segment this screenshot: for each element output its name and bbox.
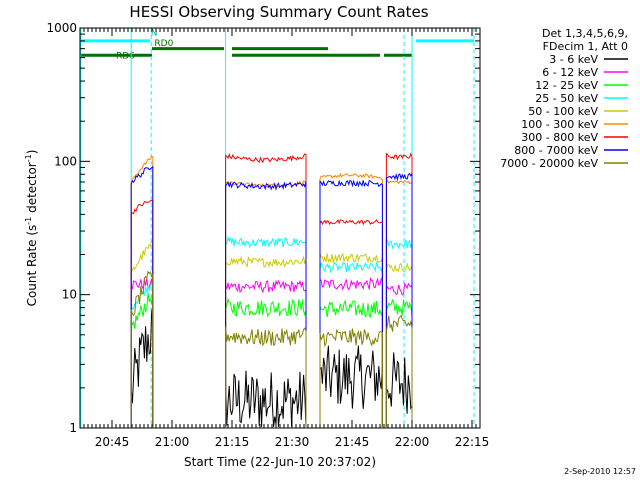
x-tick-label-1: 21:00 xyxy=(155,435,190,449)
legend-header-0: Det 1,3,4,5,6,9, xyxy=(542,27,628,40)
y-axis-label-mid: detector xyxy=(25,162,39,217)
y-axis-label-main: Count Rate (s xyxy=(25,225,39,307)
y-axis: 1 10 100 1000 xyxy=(46,21,480,435)
series-group xyxy=(130,152,413,427)
series-6 xyxy=(130,152,413,427)
series-7 xyxy=(130,165,413,427)
series-3-segment-3 xyxy=(385,239,413,427)
series-0-segment-1 xyxy=(225,370,307,427)
series-5-segment-0 xyxy=(130,155,154,427)
legend-header-1: FDecim 1, Att 0 xyxy=(543,40,628,53)
y-tick-label-0: 1 xyxy=(69,421,77,435)
series-8-segment-1 xyxy=(225,326,307,427)
series-0-segment-3 xyxy=(385,352,413,427)
x-tick-label-3: 21:30 xyxy=(275,435,310,449)
series-8-segment-3 xyxy=(385,314,413,427)
y-axis-label-sup1: -1 xyxy=(24,217,33,225)
series-5-segment-3 xyxy=(385,179,413,427)
legend-label-1: 6 - 12 keV xyxy=(542,66,598,79)
legend-label-5: 100 - 300 keV xyxy=(521,118,598,131)
series-7-segment-1 xyxy=(225,181,307,427)
legend-label-6: 300 - 800 keV xyxy=(521,131,598,144)
y-axis-label-end: ) xyxy=(25,150,39,155)
legend-label-8: 7000 - 20000 keV xyxy=(500,157,598,170)
series-5-segment-2 xyxy=(319,172,383,427)
series-1-segment-3 xyxy=(385,282,413,427)
series-4 xyxy=(130,239,413,427)
y-axis-label: Count Rate (s-1 detector-1) xyxy=(24,150,39,307)
series-8 xyxy=(130,270,413,427)
series-4-segment-3 xyxy=(385,261,413,427)
series-6-segment-2 xyxy=(319,219,383,427)
series-2-segment-2 xyxy=(319,299,383,427)
legend: Det 1,3,4,5,6,9,FDecim 1, Att 03 - 6 keV… xyxy=(500,27,628,170)
series-2-segment-1 xyxy=(225,297,307,427)
legend-label-0: 3 - 6 keV xyxy=(549,53,598,66)
chart-title: HESSI Observing Summary Count Rates xyxy=(129,3,428,21)
y-tick-label-1: 10 xyxy=(62,288,77,302)
series-6-segment-3 xyxy=(385,152,413,427)
x-tick-label-6: 22:15 xyxy=(455,435,490,449)
x-tick-label-0: 20:45 xyxy=(95,435,130,449)
series-2-segment-0 xyxy=(130,287,154,427)
series-7-segment-0 xyxy=(130,165,154,427)
plot-frame xyxy=(79,27,481,429)
flag-label-0: N xyxy=(151,28,158,38)
series-3-segment-1 xyxy=(225,235,307,427)
x-tick-label-4: 21:45 xyxy=(335,435,370,449)
series-0 xyxy=(130,305,413,427)
series-1 xyxy=(130,276,413,427)
series-8-segment-2 xyxy=(319,328,383,427)
legend-label-3: 25 - 50 keV xyxy=(535,92,598,105)
legend-label-7: 800 - 7000 keV xyxy=(514,144,598,157)
flag-label-2: RD6 xyxy=(116,52,135,62)
y-axis-label-sup2: -1 xyxy=(24,154,33,162)
series-6-segment-1 xyxy=(225,153,307,427)
series-2-segment-3 xyxy=(385,298,413,427)
series-1-segment-1 xyxy=(225,279,307,427)
x-tick-label-2: 21:15 xyxy=(215,435,250,449)
marker-lines xyxy=(80,28,475,428)
series-2 xyxy=(130,287,413,427)
x-axis-label: Start Time (22-Jun-10 20:37:02) xyxy=(184,455,376,469)
series-4-segment-2 xyxy=(319,252,383,427)
legend-label-2: 12 - 25 keV xyxy=(535,79,598,92)
series-0-segment-2 xyxy=(319,345,383,427)
x-tick-label-5: 22:00 xyxy=(395,435,430,449)
series-6-segment-0 xyxy=(130,199,154,427)
x-axis: 20:45 21:00 21:15 21:30 21:45 22:00 22:15 xyxy=(79,28,490,449)
series-3 xyxy=(130,235,413,427)
series-1-segment-2 xyxy=(319,276,383,427)
series-0-segment-0 xyxy=(130,305,154,427)
series-1-segment-0 xyxy=(130,278,154,427)
flag-label-1: RD0 xyxy=(154,39,173,49)
series-8-segment-0 xyxy=(130,270,154,427)
series-4-segment-1 xyxy=(225,255,307,427)
y-tick-label-3: 1000 xyxy=(46,21,77,35)
series-3-segment-2 xyxy=(319,261,383,427)
series-7-segment-3 xyxy=(385,172,413,427)
legend-label-4: 50 - 100 keV xyxy=(528,105,598,118)
series-4-segment-0 xyxy=(130,239,154,427)
y-tick-label-2: 100 xyxy=(54,154,77,168)
timestamp: 2-Sep-2010 12:57 xyxy=(564,467,636,476)
series-7-segment-2 xyxy=(319,179,383,427)
